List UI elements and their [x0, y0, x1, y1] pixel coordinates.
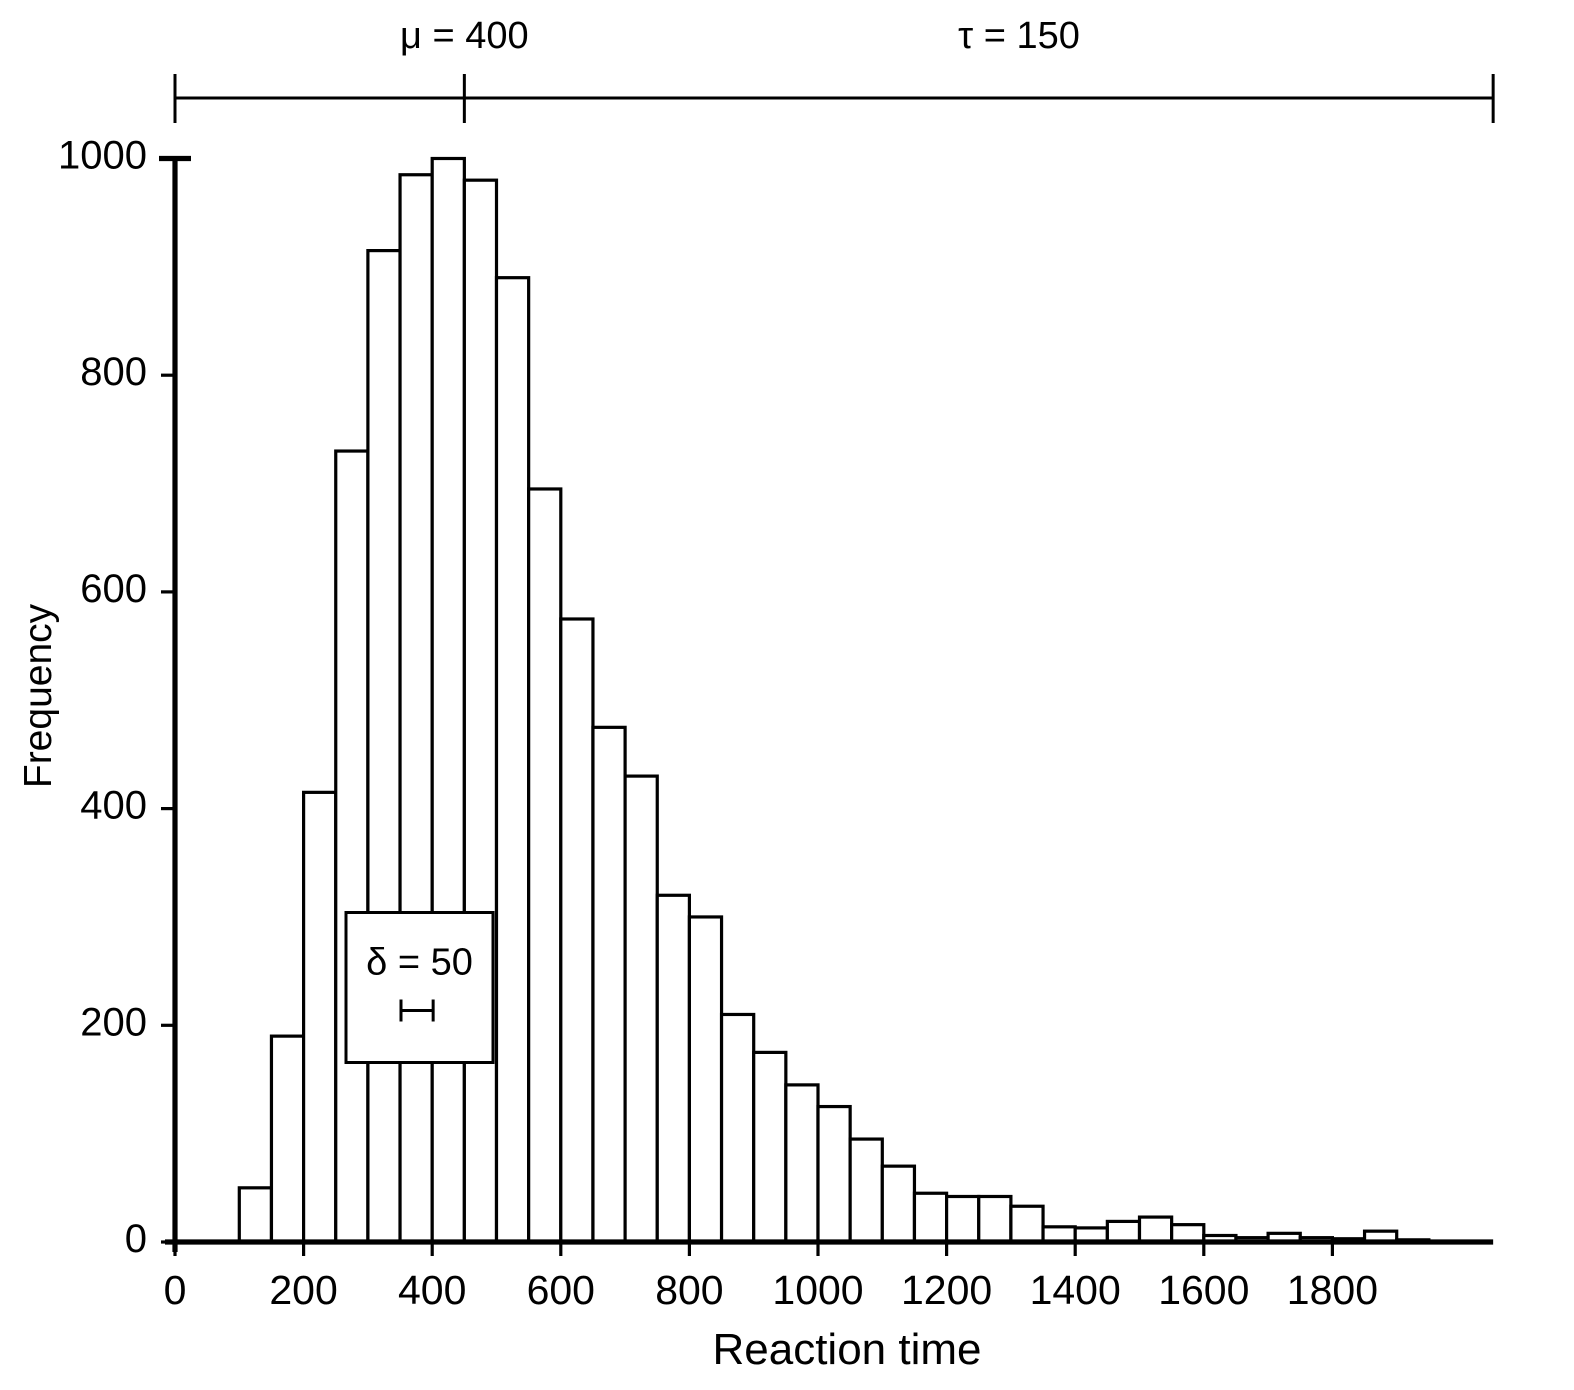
svg-text:1600: 1600: [1158, 1267, 1249, 1313]
svg-text:200: 200: [269, 1267, 337, 1313]
svg-text:τ = 150: τ = 150: [958, 15, 1080, 57]
svg-text:Frequency: Frequency: [17, 603, 60, 788]
svg-text:800: 800: [80, 350, 147, 394]
svg-text:1400: 1400: [1030, 1267, 1121, 1313]
svg-text:δ = 50: δ = 50: [366, 942, 473, 984]
svg-text:1200: 1200: [901, 1267, 992, 1313]
svg-text:μ = 400: μ = 400: [400, 15, 529, 57]
svg-text:200: 200: [80, 1000, 147, 1044]
svg-text:1800: 1800: [1287, 1267, 1378, 1313]
svg-text:Reaction time: Reaction time: [712, 1325, 981, 1374]
svg-text:400: 400: [80, 784, 147, 828]
svg-text:1000: 1000: [58, 134, 147, 178]
svg-text:600: 600: [80, 567, 147, 611]
svg-text:600: 600: [527, 1267, 595, 1313]
svg-text:0: 0: [164, 1267, 187, 1313]
svg-text:400: 400: [398, 1267, 466, 1313]
svg-text:0: 0: [125, 1217, 147, 1261]
svg-text:1000: 1000: [772, 1267, 863, 1313]
svg-text:800: 800: [655, 1267, 723, 1313]
